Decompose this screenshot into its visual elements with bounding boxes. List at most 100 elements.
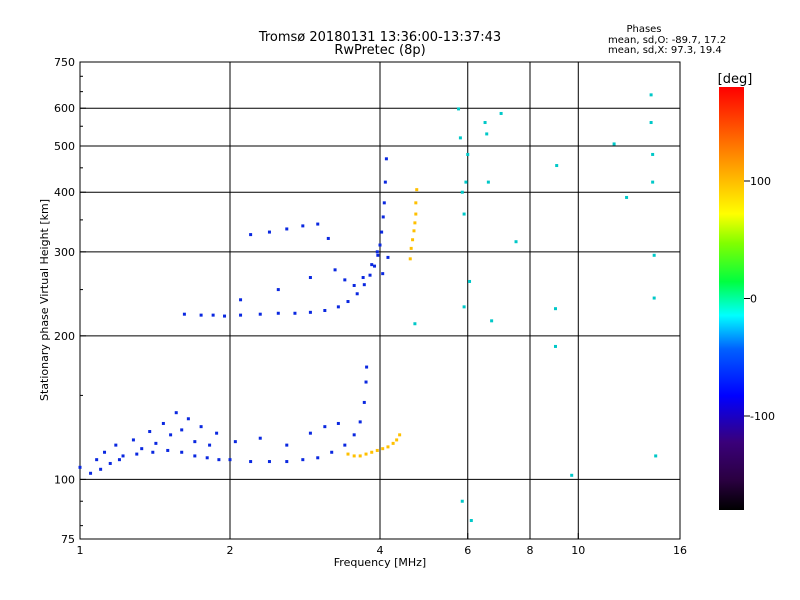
data-point [193, 440, 197, 444]
x-tick-label: 2 [227, 544, 234, 557]
data-point [457, 107, 461, 111]
data-point [239, 298, 243, 302]
data-point [293, 311, 297, 315]
data-point [415, 188, 419, 192]
data-point [375, 448, 379, 452]
data-point [358, 454, 362, 458]
data-point [384, 157, 388, 161]
data-point [413, 322, 417, 326]
x-tick-label: 10 [571, 544, 585, 557]
data-point [285, 460, 289, 464]
data-point [154, 441, 158, 445]
data-point [649, 93, 653, 97]
data-point [654, 454, 658, 458]
data-point [258, 436, 262, 440]
data-point [414, 212, 418, 216]
y-tick-label: 750 [54, 56, 75, 69]
data-point [135, 452, 139, 456]
data-point [326, 236, 330, 240]
data-point [199, 425, 203, 429]
data-point [382, 201, 386, 205]
data-point [370, 450, 374, 454]
data-point [383, 180, 387, 184]
data-point [460, 499, 464, 503]
phase-heading: Phases [626, 24, 661, 35]
data-point [239, 313, 243, 317]
data-point [95, 458, 99, 462]
data-point [148, 430, 152, 434]
colorbar-tick-label: 100 [750, 175, 771, 188]
data-point [308, 276, 312, 280]
data-point [365, 365, 369, 369]
data-point [336, 305, 340, 309]
colorbar-tick-label: 0 [750, 293, 757, 306]
data-point [412, 229, 416, 233]
y-tick-label: 300 [54, 246, 75, 259]
data-point [343, 278, 347, 282]
data-point [553, 307, 557, 311]
data-point [323, 308, 327, 312]
data-point [114, 443, 118, 447]
data-point [161, 421, 165, 425]
data-point [380, 230, 384, 234]
data-point [408, 257, 412, 261]
data-point [308, 310, 312, 314]
data-point [570, 473, 574, 477]
data-point [89, 471, 93, 475]
data-point [499, 111, 503, 115]
data-point [169, 433, 173, 437]
data-point [386, 255, 390, 259]
data-point [285, 443, 289, 447]
data-point [316, 222, 320, 226]
data-point [330, 450, 334, 454]
data-point [267, 460, 271, 464]
data-point [398, 433, 402, 437]
data-point [249, 233, 253, 237]
data-point [211, 313, 215, 317]
data-point [378, 243, 382, 247]
data-point [228, 458, 232, 462]
data-point [352, 283, 356, 287]
axis-ticks: 1 2 4 6 8 10 16 75 100 200 300 400 500 600 750 [54, 56, 687, 557]
x-tick-label: 16 [673, 544, 687, 557]
data-point [267, 230, 271, 234]
data-point [364, 380, 368, 384]
data-point [276, 288, 280, 292]
y-tick-label: 100 [54, 473, 75, 486]
data-point [373, 264, 377, 268]
data-point [217, 458, 221, 462]
y-tick-label: 200 [54, 330, 75, 343]
y-tick-label: 500 [54, 140, 75, 153]
colorbar-tick-label: -100 [750, 410, 775, 423]
chart-title: Tromsø 20180131 13:36:00-13:37:43 [258, 30, 501, 45]
data-point [395, 438, 399, 442]
data-point [486, 180, 490, 184]
x-tick-label: 8 [527, 544, 534, 557]
data-point [462, 212, 466, 216]
data-point [376, 253, 380, 257]
colorbar [719, 87, 744, 510]
data-point [490, 319, 494, 323]
x-tick-label: 6 [464, 544, 471, 557]
data-point [346, 452, 350, 456]
data-point [381, 215, 385, 219]
data-point [117, 458, 121, 462]
data-point [362, 283, 366, 287]
y-axis-label: Stationary phase Virtual Height [km] [38, 199, 51, 401]
x-tick-label: 4 [377, 544, 384, 557]
grid-lines [80, 62, 680, 539]
data-point [208, 443, 212, 447]
data-point [336, 421, 340, 425]
data-point [362, 400, 366, 404]
data-point [555, 164, 559, 168]
data-point [258, 312, 262, 316]
phase-o-mode: mean, sd,O: -89.7, 17.2 [608, 35, 726, 46]
phase-x-mode: mean, sd,X: 97.3, 19.4 [608, 45, 722, 56]
data-point [469, 519, 473, 523]
data-point [458, 136, 462, 140]
chart-subtitle: RwPretec (8p) [334, 43, 425, 58]
colorbar-label: [deg] [718, 72, 753, 87]
data-point [411, 238, 415, 242]
data-point [180, 428, 184, 432]
